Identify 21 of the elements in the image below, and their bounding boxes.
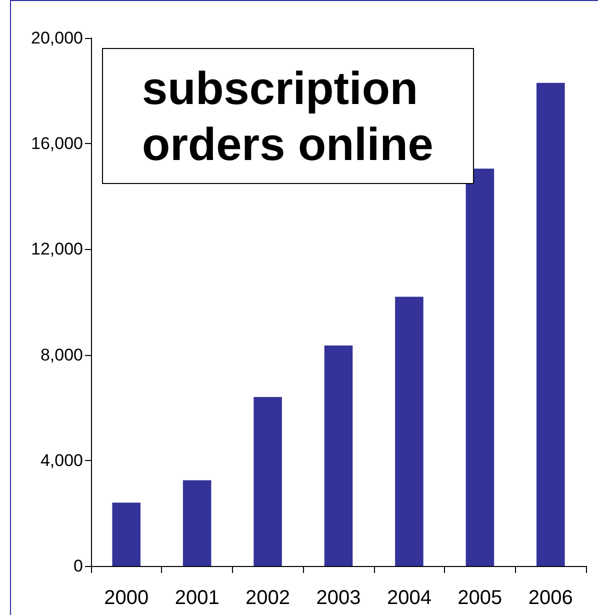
bar	[536, 82, 565, 566]
y-tick-label: 16,000	[31, 134, 83, 154]
y-tick-label: 0	[74, 556, 83, 576]
bar	[254, 397, 282, 566]
y-tick-label: 4,000	[40, 450, 83, 470]
bar	[395, 296, 424, 566]
y-tick-label: 20,000	[31, 28, 83, 48]
y-tick-label: 8,000	[40, 345, 83, 364]
x-tick-label: 2003	[316, 587, 361, 609]
x-tick-label: 2005	[458, 587, 502, 609]
x-tick-label: 2000	[104, 587, 149, 609]
bar	[182, 480, 212, 566]
bar	[112, 502, 140, 566]
y-tick-label: 12,000	[31, 240, 83, 259]
text: subscription orders online	[142, 62, 434, 170]
x-tick-label: 2004	[386, 587, 432, 609]
x-tick-label: 2002	[246, 587, 290, 609]
bar	[324, 346, 353, 566]
bar	[466, 168, 494, 566]
x-tick-label: 2001	[174, 587, 220, 609]
x-tick-label: 2006	[528, 587, 573, 609]
